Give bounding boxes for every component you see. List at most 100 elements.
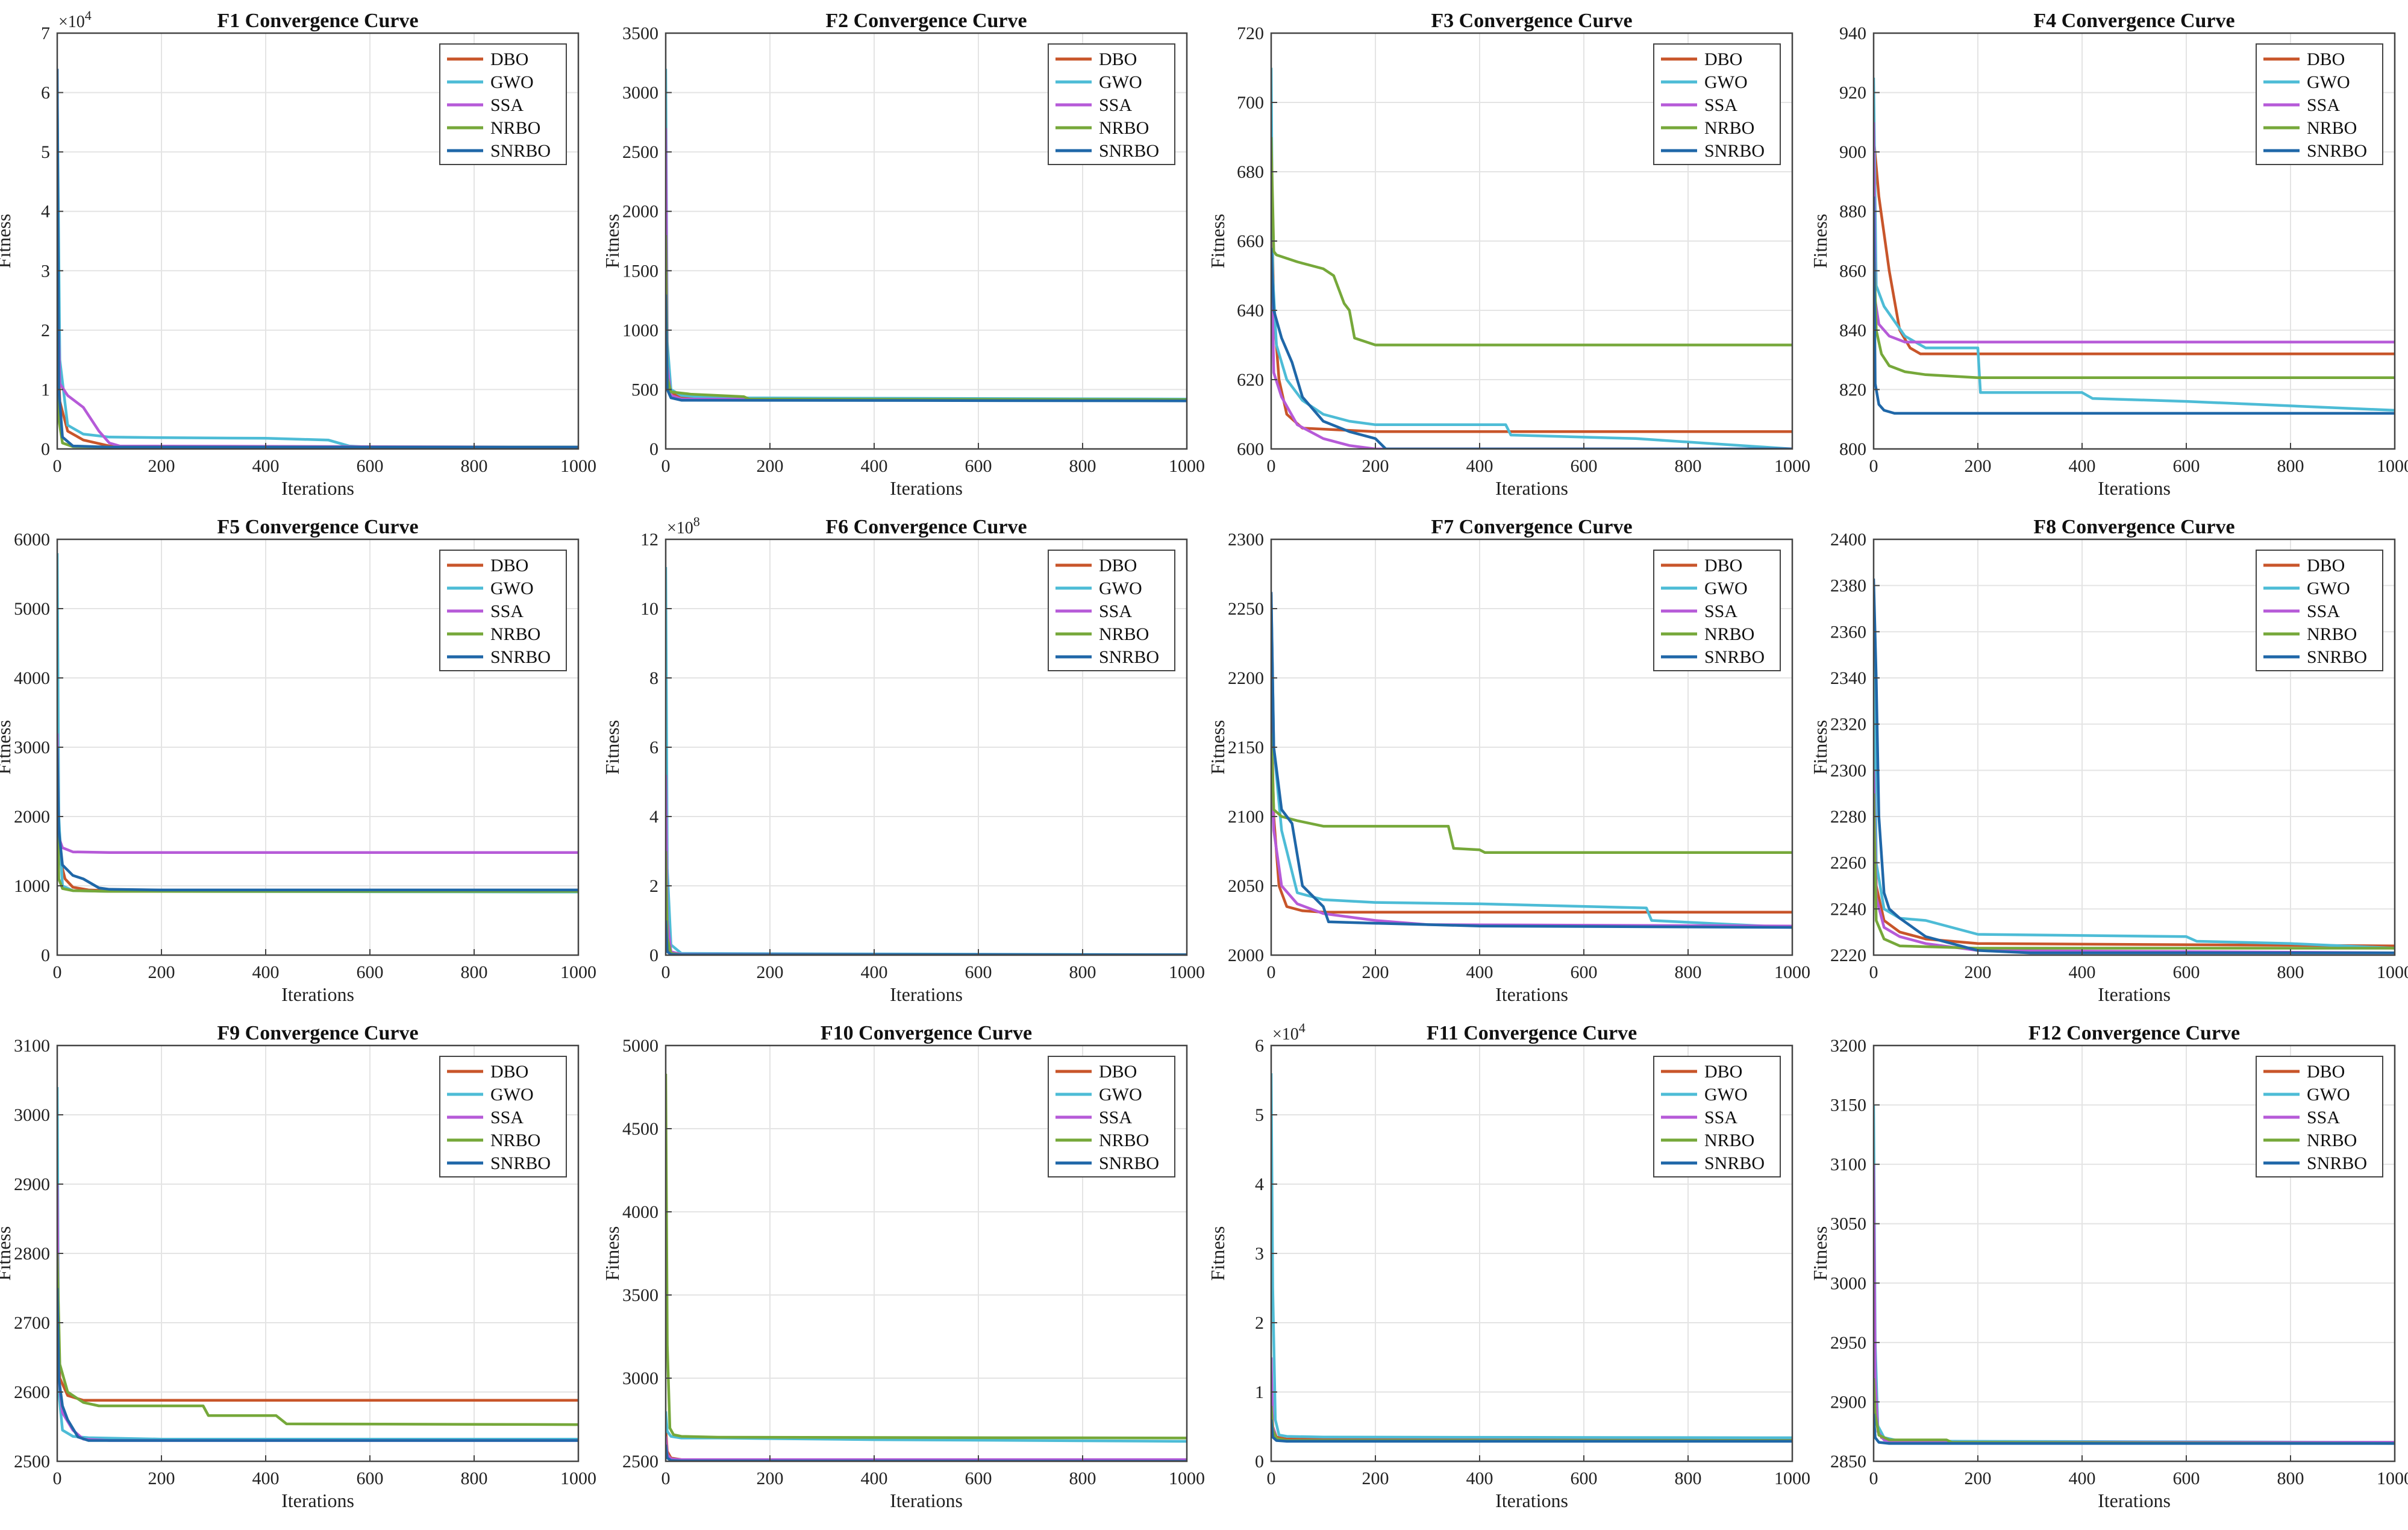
- y-axis-label: Fitness: [1809, 214, 1831, 269]
- y-tick-label: 2280: [1830, 807, 1866, 827]
- legend-label-nrbo: NRBO: [2307, 624, 2357, 644]
- legend-label-snrbo: SNRBO: [490, 1153, 551, 1173]
- y-tick-label: 3000: [1830, 1273, 1866, 1293]
- y-tick-label: 4000: [14, 668, 50, 688]
- y-tick-label: 2100: [1228, 807, 1264, 827]
- y-tick-label: 2380: [1830, 576, 1866, 596]
- x-tick-label: 200: [1965, 456, 1992, 476]
- y-tick-label: 2360: [1830, 622, 1866, 642]
- y-tick-label: 2900: [14, 1174, 50, 1194]
- x-tick-label: 200: [148, 962, 175, 982]
- y-axis-label: Fitness: [1207, 720, 1228, 775]
- chart-panel-6: 0 200 400 600 800 1000 0 2 4 6 8 10 12 ×108 F6 Converg…: [601, 514, 1205, 1005]
- x-axis-label: Iterations: [890, 983, 963, 1005]
- legend-label-snrbo: SNRBO: [2307, 1153, 2367, 1173]
- x-tick-label: 1000: [560, 962, 596, 982]
- x-tick-label: 400: [252, 962, 280, 982]
- x-axis-label: Iterations: [890, 1490, 963, 1511]
- legend-label-ssa: SSA: [490, 1108, 524, 1127]
- x-tick-label: 800: [2277, 962, 2304, 982]
- chart-title: F10 Convergence Curve: [821, 1022, 1032, 1044]
- x-tick-label: 1000: [2377, 1469, 2408, 1488]
- x-tick-label: 0: [53, 456, 62, 476]
- x-tick-label: 200: [1362, 456, 1389, 476]
- legend-label-ssa: SSA: [2307, 95, 2340, 115]
- chart-panel-4: 0 200 400 600 800 1000 800 820 840 860 880 900 920 94…: [1809, 10, 2408, 499]
- x-tick-label: 200: [148, 456, 175, 476]
- legend-label-snrbo: SNRBO: [490, 141, 551, 161]
- legend-label-ssa: SSA: [490, 95, 524, 115]
- y-tick-label: 6000: [14, 530, 50, 550]
- x-tick-label: 0: [661, 962, 671, 982]
- chart-title: F7 Convergence Curve: [1431, 516, 1632, 538]
- legend-label-dbo: DBO: [490, 556, 528, 575]
- legend: DBO GWO SSA NRBO SNRBO: [1048, 1056, 1175, 1177]
- chart-title: F6 Convergence Curve: [825, 516, 1027, 538]
- y-tick-label: 860: [1839, 261, 1866, 281]
- x-tick-label: 200: [1362, 962, 1389, 982]
- chart-title: F4 Convergence Curve: [2033, 10, 2234, 32]
- axes-box: [1872, 1044, 2396, 1463]
- y-tick-label: 2050: [1228, 876, 1264, 896]
- series-line-nrbo: [1271, 733, 1792, 854]
- y-tick-label: 1: [41, 380, 50, 400]
- series-line-snrbo: [57, 69, 578, 449]
- y-axis-label: Fitness: [1809, 720, 1831, 775]
- legend-label-snrbo: SNRBO: [1099, 1153, 1159, 1173]
- y-tick-label: 0: [41, 439, 50, 459]
- y-tick-label: 5000: [622, 1036, 658, 1056]
- x-tick-label: 800: [461, 962, 488, 982]
- legend-label-ssa: SSA: [1099, 601, 1132, 621]
- y-tick-label: 2800: [14, 1244, 50, 1264]
- legend-label-dbo: DBO: [1099, 556, 1137, 575]
- y-tick-label: 3000: [14, 1105, 50, 1125]
- y-tick-label: 2500: [622, 142, 658, 162]
- y-tick-label: 5: [1255, 1105, 1264, 1125]
- chart-title: F8 Convergence Curve: [2033, 516, 2234, 538]
- legend-label-snrbo: SNRBO: [1099, 647, 1159, 667]
- legend-label-dbo: DBO: [1704, 556, 1742, 575]
- legend: DBO GWO SSA NRBO SNRBO: [1653, 43, 1781, 165]
- legend-label-nrbo: NRBO: [2307, 118, 2357, 138]
- y-tick-label: 2500: [622, 1452, 658, 1472]
- y-tick-label: 0: [1255, 1452, 1264, 1472]
- y-axis-label: Fitness: [0, 214, 14, 269]
- axis-scale-label: ×104: [58, 8, 92, 31]
- legend-label-snrbo: SNRBO: [1704, 141, 1765, 161]
- y-axis-label: Fitness: [0, 720, 14, 775]
- series-line-gwo: [1271, 67, 1792, 449]
- y-tick-label: 6: [649, 738, 658, 757]
- x-tick-label: 0: [661, 1469, 671, 1488]
- y-tick-label: 2850: [1830, 1452, 1866, 1472]
- y-tick-label: 1000: [14, 876, 50, 896]
- y-tick-label: 2700: [14, 1313, 50, 1333]
- series-line-snrbo: [1874, 578, 2395, 955]
- y-tick-label: 2: [1255, 1313, 1264, 1333]
- x-tick-label: 800: [1069, 962, 1096, 982]
- series-line-snrbo: [57, 1288, 578, 1442]
- series-line-nrbo: [1874, 240, 2395, 379]
- chart-panel-9: 0 200 400 600 800 1000 2500 2600 2700 2800 2900 300…: [0, 1022, 596, 1511]
- chart-title: F9 Convergence Curve: [217, 1022, 418, 1044]
- axes-box: [665, 1044, 1188, 1463]
- y-tick-label: 3200: [1830, 1036, 1866, 1056]
- legend-label-gwo: GWO: [1099, 1085, 1142, 1105]
- y-tick-label: 3100: [14, 1036, 50, 1056]
- x-tick-label: 400: [1466, 1469, 1493, 1488]
- x-axis-label: Iterations: [2098, 477, 2171, 499]
- y-tick-label: 920: [1839, 83, 1866, 103]
- legend-label-dbo: DBO: [490, 1062, 528, 1082]
- series-line-snrbo: [57, 747, 578, 892]
- y-tick-label: 2340: [1830, 668, 1866, 688]
- legend-label-nrbo: NRBO: [1099, 624, 1149, 644]
- axis-scale-label: ×104: [1272, 1020, 1306, 1044]
- x-tick-label: 0: [1267, 456, 1276, 476]
- y-tick-label: 6: [41, 83, 50, 103]
- x-tick-label: 200: [757, 456, 784, 476]
- y-tick-label: 2250: [1228, 599, 1264, 619]
- x-tick-label: 200: [757, 962, 784, 982]
- legend: DBO GWO SSA NRBO SNRBO: [439, 1056, 567, 1177]
- x-tick-label: 200: [1965, 1469, 1992, 1488]
- legend-label-gwo: GWO: [1704, 578, 1748, 598]
